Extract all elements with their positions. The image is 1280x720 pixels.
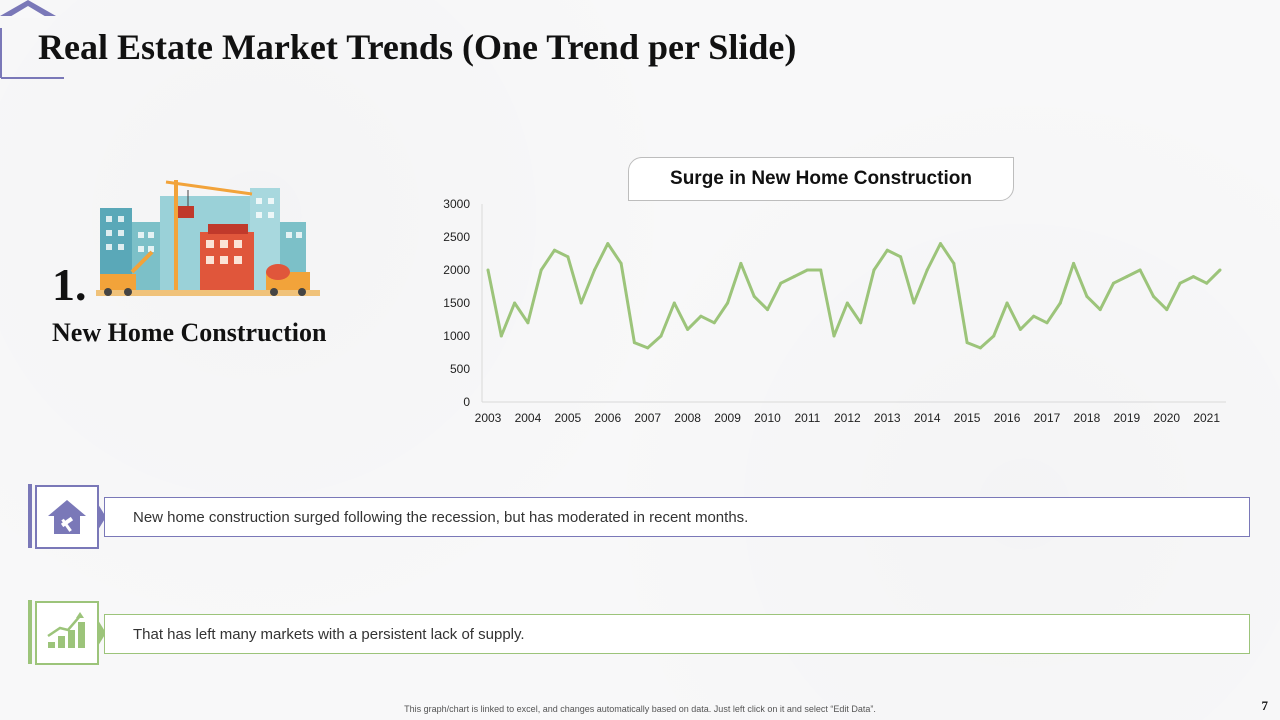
data-point[interactable] — [872, 268, 876, 272]
x-tick-label: 2014 — [914, 411, 941, 425]
y-tick-label: 1500 — [443, 296, 470, 310]
footer-note: This graph/chart is linked to excel, and… — [404, 704, 876, 714]
data-point[interactable] — [1032, 314, 1036, 318]
data-point[interactable] — [1125, 275, 1129, 279]
data-point[interactable] — [486, 268, 490, 272]
y-tick-label: 0 — [463, 395, 470, 409]
data-point[interactable] — [1098, 308, 1102, 312]
x-tick-label: 2015 — [954, 411, 981, 425]
x-tick-label: 2020 — [1153, 411, 1180, 425]
data-point[interactable] — [832, 334, 836, 338]
data-point[interactable] — [726, 301, 730, 305]
data-point[interactable] — [845, 301, 849, 305]
data-point[interactable] — [752, 294, 756, 298]
data-point[interactable] — [539, 268, 543, 272]
x-tick-label: 2004 — [515, 411, 542, 425]
x-tick-label: 2006 — [594, 411, 621, 425]
data-point[interactable] — [1045, 321, 1049, 325]
data-point[interactable] — [1005, 301, 1009, 305]
x-tick-label: 2016 — [994, 411, 1021, 425]
data-point[interactable] — [805, 268, 809, 272]
line-chart[interactable]: 0 500 1000 1500 2000 2500 3000 2003 2004 2005 2006… — [430, 190, 1240, 440]
data-point[interactable] — [513, 301, 517, 305]
data-point[interactable] — [1191, 275, 1195, 279]
x-tick-label: 2019 — [1113, 411, 1140, 425]
data-point[interactable] — [1218, 268, 1222, 272]
series-line[interactable] — [486, 242, 1222, 350]
data-point[interactable] — [579, 301, 583, 305]
house-corner-icon — [0, 0, 64, 79]
y-tick-label: 2000 — [443, 263, 470, 277]
data-point[interactable] — [939, 242, 943, 246]
construction-illustration — [96, 180, 320, 296]
data-point[interactable] — [885, 248, 889, 252]
data-point[interactable] — [699, 314, 703, 318]
data-point[interactable] — [1151, 294, 1155, 298]
data-point[interactable] — [1058, 301, 1062, 305]
y-tick-label: 2500 — [443, 230, 470, 244]
house-hammer-icon — [26, 482, 106, 554]
trend-number: 1. — [52, 259, 87, 310]
data-point[interactable] — [499, 334, 503, 338]
data-point[interactable] — [606, 242, 610, 246]
data-point[interactable] — [566, 255, 570, 259]
data-point[interactable] — [992, 334, 996, 338]
x-tick-label: 2011 — [795, 411, 821, 425]
data-point[interactable] — [553, 248, 557, 252]
x-tick-label: 2017 — [1034, 411, 1061, 425]
data-point[interactable] — [912, 301, 916, 305]
note-row-2: That has left many markets with a persis… — [104, 614, 1250, 654]
data-point[interactable] — [526, 321, 530, 325]
chart-title: Surge in New Home Construction — [628, 157, 1014, 201]
x-tick-label: 2008 — [674, 411, 701, 425]
data-point[interactable] — [1072, 261, 1076, 265]
data-point[interactable] — [1018, 327, 1022, 331]
y-tick-label: 500 — [450, 362, 470, 376]
data-point[interactable] — [819, 268, 823, 272]
x-tick-label: 2012 — [834, 411, 861, 425]
data-point[interactable] — [592, 268, 596, 272]
note-row-1: New home construction surged following t… — [104, 497, 1250, 537]
data-point[interactable] — [965, 341, 969, 345]
data-point[interactable] — [1165, 308, 1169, 312]
data-point[interactable] — [925, 268, 929, 272]
x-tick-label: 2007 — [634, 411, 661, 425]
x-tick-label: 2018 — [1074, 411, 1101, 425]
data-point[interactable] — [779, 281, 783, 285]
x-tick-label: 2021 — [1193, 411, 1220, 425]
page-number: 7 — [1261, 698, 1269, 713]
growth-chart-icon — [26, 598, 106, 670]
data-point[interactable] — [659, 334, 663, 338]
x-tick-label: 2005 — [555, 411, 582, 425]
x-tick-label: 2010 — [754, 411, 781, 425]
x-tick-label: 2013 — [874, 411, 901, 425]
data-point[interactable] — [1112, 281, 1116, 285]
data-point[interactable] — [739, 261, 743, 265]
trend-label: New Home Construction — [52, 318, 327, 347]
page-title: Real Estate Market Trends (One Trend per… — [38, 27, 797, 67]
y-tick-label: 3000 — [443, 197, 470, 211]
data-point[interactable] — [765, 308, 769, 312]
data-point[interactable] — [978, 346, 982, 350]
data-point[interactable] — [952, 261, 956, 265]
data-point[interactable] — [619, 261, 623, 265]
data-point[interactable] — [899, 255, 903, 259]
data-point[interactable] — [632, 341, 636, 345]
x-tick-label: 2003 — [475, 411, 502, 425]
data-point[interactable] — [859, 321, 863, 325]
data-point[interactable] — [1205, 281, 1209, 285]
x-tick-label: 2009 — [714, 411, 741, 425]
data-point[interactable] — [1085, 294, 1089, 298]
data-point[interactable] — [1138, 268, 1142, 272]
data-point[interactable] — [792, 275, 796, 279]
y-tick-label: 1000 — [443, 329, 470, 343]
data-point[interactable] — [686, 327, 690, 331]
data-point[interactable] — [1178, 281, 1182, 285]
data-point[interactable] — [672, 301, 676, 305]
data-point[interactable] — [646, 346, 650, 350]
data-point[interactable] — [712, 321, 716, 325]
